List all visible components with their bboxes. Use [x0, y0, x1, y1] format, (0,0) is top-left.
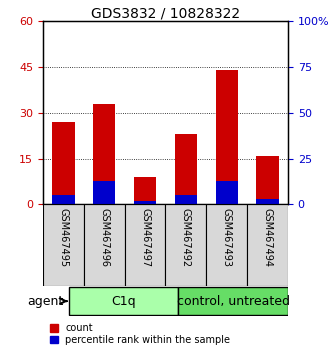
Text: GSM467494: GSM467494 [262, 208, 272, 267]
Title: GDS3832 / 10828322: GDS3832 / 10828322 [91, 6, 240, 20]
Bar [178, 287, 288, 315]
Bar [175, 195, 197, 205]
Bar [215, 181, 238, 205]
Bar [166, 205, 206, 286]
Bar [43, 205, 84, 286]
Bar [93, 104, 116, 205]
Text: GSM467492: GSM467492 [181, 208, 191, 267]
Text: agent: agent [27, 295, 63, 308]
Bar [175, 134, 197, 205]
Bar [256, 156, 279, 205]
Bar [134, 177, 156, 205]
Text: control, untreated: control, untreated [177, 295, 290, 308]
Bar [84, 205, 125, 286]
Bar [125, 205, 166, 286]
Bar [256, 199, 279, 205]
Text: GSM467496: GSM467496 [99, 208, 109, 267]
Text: GSM467493: GSM467493 [222, 208, 232, 267]
Bar [134, 201, 156, 205]
Bar [215, 70, 238, 205]
Text: GSM467497: GSM467497 [140, 208, 150, 267]
Bar [247, 205, 288, 286]
Bar [52, 122, 75, 205]
Bar [69, 287, 178, 315]
Bar [52, 195, 75, 205]
Text: C1q: C1q [111, 295, 136, 308]
Legend: count, percentile rank within the sample: count, percentile rank within the sample [48, 321, 232, 347]
Bar [93, 181, 116, 205]
Text: GSM467495: GSM467495 [59, 208, 69, 267]
Bar [206, 205, 247, 286]
